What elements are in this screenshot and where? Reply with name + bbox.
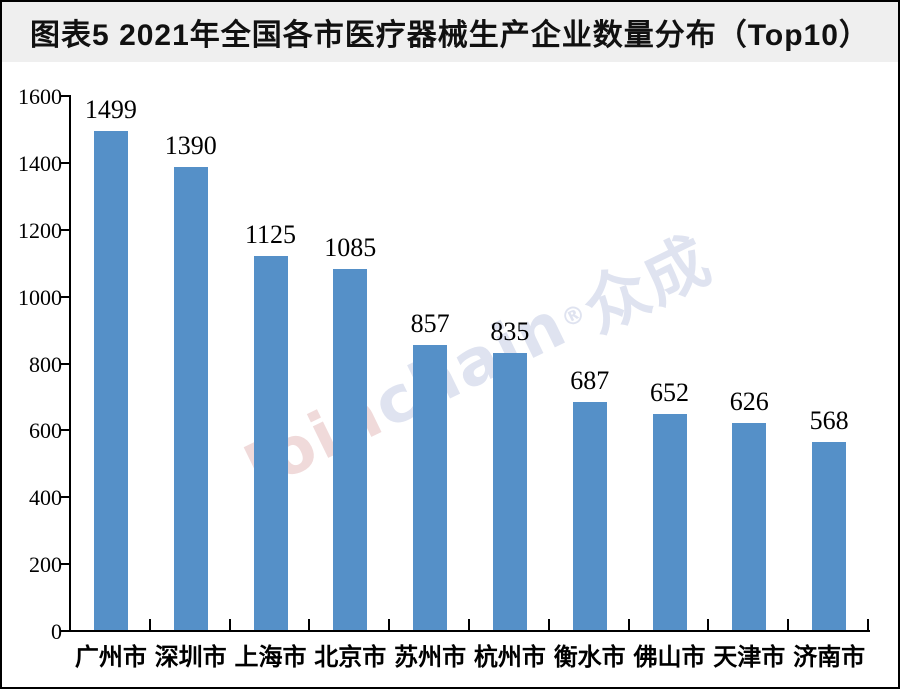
x-axis-tick: [468, 619, 470, 630]
y-axis-tick: [61, 630, 69, 632]
x-tick-label: 衡水市: [553, 645, 626, 671]
y-tick-label: 1600: [18, 84, 62, 109]
y-axis-tick: [61, 95, 69, 97]
bar-value-label: 1125: [244, 219, 297, 249]
bar: [812, 442, 847, 630]
y-axis-tick: [61, 563, 69, 566]
y-tick-label: 200: [29, 552, 62, 578]
x-axis-tick: [148, 619, 151, 630]
y-axis-tick: [61, 362, 69, 365]
title-band: 图表5 2021年全国各市医疗器械生产企业数量分布（Top10）: [2, 2, 898, 62]
x-tick-label: 杭州市: [473, 645, 546, 671]
y-tick-label: 1200: [18, 217, 62, 243]
x-tick-label: 佛山市: [633, 645, 706, 671]
bar: [333, 269, 368, 630]
bar-value-label: 568: [809, 406, 849, 436]
y-axis-tick: [61, 496, 69, 499]
bar-value-label: 857: [410, 309, 450, 339]
plot-area: 0 200 400 600 800 1000 1200 1400 1600 1499 广州市 1390…: [2, 62, 898, 687]
y-tick-label: 600: [29, 418, 62, 444]
bar: [93, 130, 128, 630]
bar-value-label: 1499: [84, 94, 137, 124]
bar: [413, 345, 448, 630]
bar: [173, 167, 208, 630]
x-axis-line: [69, 630, 870, 632]
x-axis-tick: [308, 619, 311, 630]
x-tick-label: 北京市: [314, 645, 387, 671]
x-axis-tick: [707, 619, 710, 630]
bar-value-label: 652: [650, 377, 689, 407]
x-tick-label: 广州市: [74, 645, 147, 671]
x-axis-tick: [547, 619, 550, 630]
bar: [492, 352, 527, 630]
y-axis-tick: [61, 228, 69, 231]
x-tick-label: 深圳市: [154, 645, 227, 671]
x-axis-tick: [388, 619, 391, 630]
y-tick-label: 800: [29, 351, 62, 377]
bar-value-label: 835: [490, 316, 530, 346]
bar: [732, 422, 767, 630]
y-axis-tick: [61, 429, 69, 432]
bar: [572, 402, 607, 630]
y-tick-label: 1400: [18, 150, 62, 176]
y-tick-label: 0: [51, 619, 62, 644]
y-axis-tick: [61, 161, 69, 164]
x-tick-label: 济南市: [793, 645, 866, 671]
y-tick-label: 400: [29, 485, 62, 511]
bar: [253, 255, 288, 630]
x-axis-tick: [228, 619, 231, 630]
y-tick-label: 1000: [18, 284, 62, 310]
x-tick-label: 上海市: [234, 645, 307, 671]
bar-value-label: 626: [729, 386, 769, 416]
x-axis-tick: [787, 619, 790, 630]
x-axis-tick: [867, 619, 869, 630]
y-axis-line: [69, 95, 71, 632]
bar-value-label: 687: [570, 366, 610, 396]
x-tick-label: 天津市: [713, 645, 786, 671]
bar: [652, 413, 687, 630]
x-tick-label: 苏州市: [394, 645, 467, 671]
x-axis-tick: [627, 619, 630, 630]
bar-value-label: 1085: [324, 233, 377, 263]
figure-title: 图表5 2021年全国各市医疗器械生产企业数量分布（Top10）: [30, 19, 870, 52]
bar-value-label: 1390: [164, 131, 217, 161]
y-axis-tick: [61, 295, 69, 298]
